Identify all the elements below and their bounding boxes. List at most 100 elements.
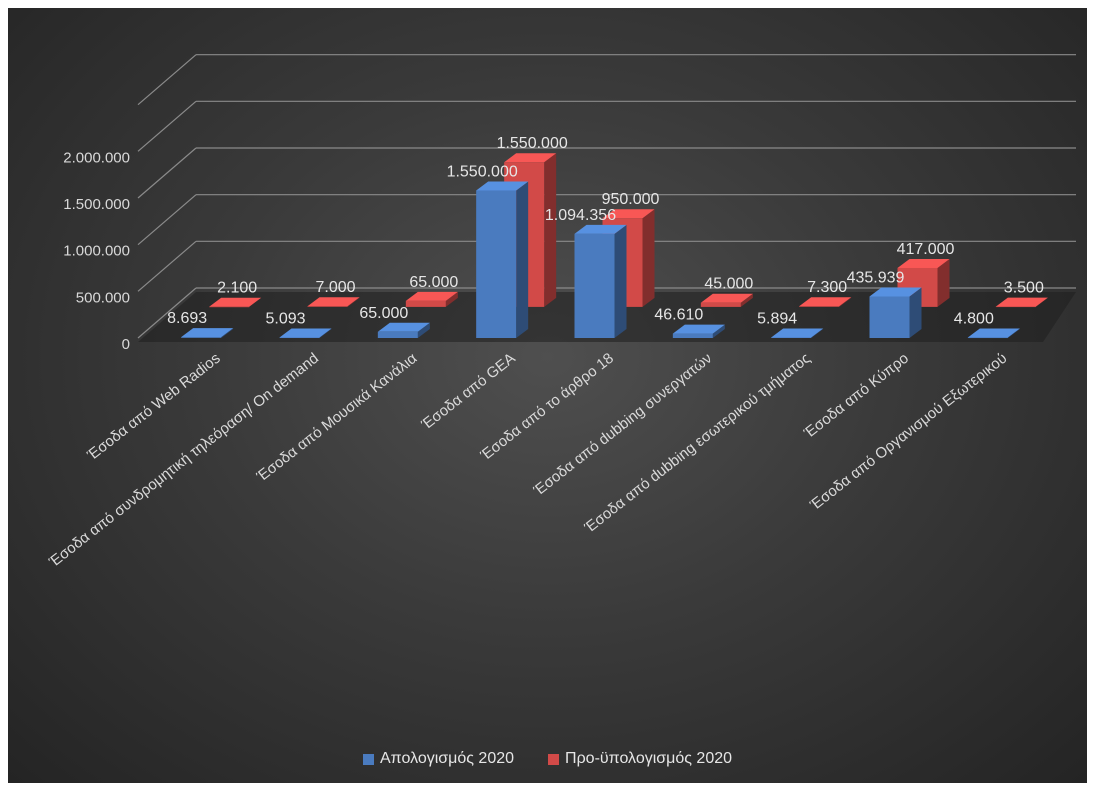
bar-actual-side (221, 328, 234, 338)
chart-svg: 0 500.000 1.000.000 1.500.000 2.000.000 2.10… (45, 54, 1076, 571)
bar-actual-front (476, 190, 517, 338)
bar-budget-front (799, 306, 840, 307)
data-label-actual: 1.094.356 (545, 207, 616, 224)
gridline-side (137, 147, 197, 199)
bar-actual-front (279, 337, 320, 339)
bar-actual-top (181, 328, 234, 338)
data-label-actual: 4.800 (954, 311, 994, 328)
gridline-side (137, 194, 197, 246)
bar-budget (307, 297, 360, 307)
data-label-budget: 2.100 (217, 280, 257, 297)
bar-actual-front (771, 337, 812, 338)
legend-swatch-budget (548, 753, 560, 765)
bar-budget-side (1035, 297, 1048, 307)
category-label: Έσοδα από dubbing συνεργατών (530, 350, 715, 500)
y-tick-label: 0 (122, 336, 130, 353)
data-label-actual: 46.610 (654, 307, 703, 324)
bar-actual (672, 324, 725, 338)
bar-actual (967, 328, 1020, 339)
bar-budget-top (995, 297, 1048, 307)
bar-budget-side (839, 297, 852, 307)
bar-actual (771, 328, 824, 338)
bar-actual-side (811, 328, 824, 338)
y-tick-label: 2.000.000 (63, 149, 130, 166)
bar-budget-front (700, 302, 741, 307)
legend-item-budget: Προ-ϋπολογισμός 2020 (548, 750, 732, 768)
bar-actual-side (614, 224, 627, 338)
category-label: Έσοδα από Κύπρο (800, 350, 912, 443)
bar-actual-side (516, 181, 529, 338)
data-label-actual: 8.693 (167, 310, 207, 327)
bar-actual-top (574, 224, 627, 234)
bar-actual-front (967, 337, 1008, 339)
bar-actual-front (869, 296, 910, 338)
bar-budget-front (405, 300, 446, 307)
bar-budget-top (209, 297, 262, 307)
y-tick-label: 1.500.000 (63, 196, 130, 213)
bar-budget (405, 291, 458, 307)
category-label: Έσοδα από Οργανισμού Εξωτερικού (806, 350, 1010, 515)
legend: Απολογισμός 2020 Προ-ϋπολογισμός 2020 (8, 750, 1087, 768)
gridline-side (137, 287, 197, 339)
bar-actual-front (377, 331, 418, 338)
bar-budget (897, 258, 950, 307)
bar-budget-top (897, 258, 950, 268)
category-label: Έσοδα από Μουσικά Κανάλια (253, 350, 421, 486)
bar-budget-side (642, 209, 655, 307)
y-tick-label: 500.000 (76, 289, 130, 306)
bar-budget-front (995, 306, 1036, 308)
bar-actual-front (181, 337, 222, 338)
bar-actual-top (869, 287, 922, 297)
bar-actual-top (476, 181, 529, 191)
data-label-budget: 45.000 (704, 276, 753, 293)
bar-budget-side (249, 297, 262, 307)
bar-actual (574, 224, 627, 338)
bar-actual-front (672, 333, 713, 338)
bar-actual (476, 181, 529, 338)
chart-area: 0 500.000 1.000.000 1.500.000 2.000.000 2.10… (8, 8, 1087, 783)
bar-budget-side (445, 291, 458, 307)
data-label-actual: 435.939 (847, 269, 905, 286)
bar-actual-top (672, 324, 725, 334)
category-label: Έσοδα από GEA (418, 350, 519, 434)
bar-budget (995, 297, 1048, 308)
bar-budget-front (307, 306, 348, 307)
bar-actual (869, 287, 922, 338)
bar-actual (181, 328, 234, 338)
gridline-side (137, 100, 197, 152)
bar-budget (700, 293, 753, 307)
data-label-actual: 5.894 (757, 310, 797, 327)
bar-budget-side (740, 293, 753, 307)
bar-budget-side (544, 153, 557, 307)
bar-actual-side (319, 328, 332, 338)
bar-actual-top (771, 328, 824, 338)
bar-actual-side (712, 324, 725, 338)
bar-budget-top (799, 297, 852, 307)
data-label-budget: 65.000 (409, 274, 458, 291)
bar-budget-side (347, 297, 360, 307)
bar-budget (209, 297, 262, 308)
bar-actual-top (279, 328, 332, 338)
bar-budget (799, 297, 852, 307)
data-label-actual: 5.093 (265, 311, 305, 328)
bar-budget-top (405, 291, 458, 301)
bar-budget-top (504, 153, 557, 163)
legend-label-actual: Απολογισμός 2020 (379, 750, 515, 767)
data-label-budget: 7.300 (807, 279, 847, 296)
bar-actual-side (417, 322, 430, 338)
bar-actual-side (909, 287, 922, 338)
bar-actual (377, 322, 430, 338)
data-label-budget: 1.550.000 (497, 135, 568, 152)
legend-label-budget: Προ-ϋπολογισμός 2020 (565, 750, 733, 767)
bar-actual-top (967, 328, 1020, 338)
data-label-actual: 65.000 (359, 305, 408, 322)
bar-budget-top (700, 293, 753, 303)
data-label-budget: 950.000 (602, 191, 660, 208)
bar-actual (279, 328, 332, 339)
legend-item-actual: Απολογισμός 2020 (362, 750, 515, 768)
data-label-actual: 1.550.000 (447, 163, 518, 180)
data-label-budget: 7.000 (315, 279, 355, 296)
bar-budget-front (209, 306, 250, 308)
legend-swatch-actual (362, 753, 374, 765)
bar-budget-top (307, 297, 360, 307)
